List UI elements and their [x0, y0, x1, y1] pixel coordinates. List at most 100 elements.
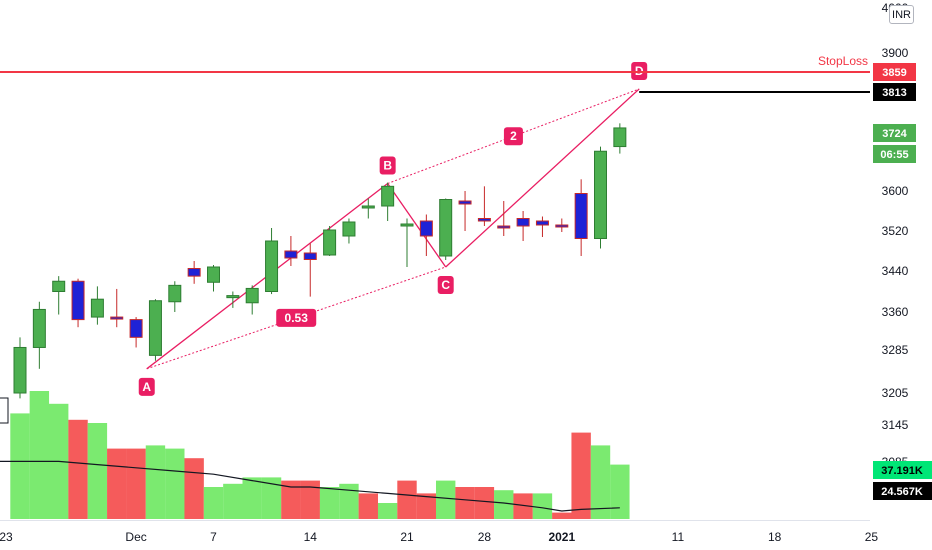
candle-body [148, 300, 162, 356]
candle [477, 186, 491, 226]
volume-tag-current-box [873, 461, 932, 479]
candle-body [419, 220, 433, 237]
point-label-text: B [383, 159, 392, 173]
candle [32, 301, 46, 369]
volume-bar [165, 448, 185, 519]
target-price-tag-text: 3813 [882, 87, 906, 99]
volume-bar [319, 487, 340, 519]
pattern-point-c[interactable]: C [437, 276, 454, 294]
volume-bar [184, 458, 204, 519]
bar-countdown-tag-box [873, 145, 916, 163]
pattern-ratio-label[interactable]: 0.53 [276, 308, 317, 327]
candle [148, 299, 162, 361]
price-tick-label: 3440 [882, 264, 909, 278]
candle [265, 228, 279, 295]
point-label-text: C [441, 278, 450, 292]
volume-bar [29, 391, 50, 519]
price-tick-label: 3900 [882, 46, 909, 60]
candle-body [535, 220, 549, 226]
volume-bar [203, 487, 224, 519]
ratio-label-box [276, 308, 317, 327]
candle-body [207, 266, 220, 283]
target-price-tag-box [873, 83, 916, 101]
candle [284, 236, 298, 266]
price-tick-label: 3600 [882, 184, 909, 198]
candle-body [187, 268, 201, 277]
time-axis[interactable]: 23 Dec 7 14 21 28 2021 11 18 25 [0, 520, 879, 545]
candle [129, 317, 143, 348]
stop-loss-price-tag: 3859 [873, 63, 916, 81]
pattern-point-a[interactable]: A [138, 377, 155, 396]
candle [381, 182, 395, 221]
volume-bar [552, 512, 572, 519]
volume-bar-partial [0, 397, 9, 424]
pattern-point-b[interactable]: B [379, 156, 396, 175]
point-label-box [138, 377, 155, 396]
time-tick-label: 25 [865, 530, 879, 544]
candle-body [439, 199, 453, 257]
horizontal-lines[interactable]: StopLoss [0, 54, 870, 93]
candle [400, 218, 414, 267]
time-tick-label: 7 [210, 530, 217, 544]
candle-body [265, 240, 279, 292]
candle [574, 179, 588, 256]
candle-body [32, 308, 46, 348]
candle [516, 211, 530, 241]
pattern-leg-BC[interactable] [387, 183, 447, 268]
point-label-text: A [142, 380, 151, 394]
volume-tag-ma-text: 24.567K [881, 486, 923, 498]
volume-bar [532, 493, 553, 519]
candle [555, 218, 569, 232]
volume-bar [610, 464, 630, 519]
bar-countdown-tag: 06:55 [873, 145, 916, 163]
candle-body [110, 316, 124, 320]
candle [52, 276, 66, 315]
volume-bar [261, 477, 282, 519]
candlestick-series [13, 123, 627, 399]
volume-tag-ma: 24.567K [873, 482, 932, 500]
time-tick-label: 2021 [548, 530, 575, 544]
ratio-label-text: 0.53 [285, 311, 309, 325]
candle [110, 288, 124, 328]
abcd-pattern-drawing[interactable]: 0.53 2 A B C D [138, 61, 648, 396]
point-label-box [631, 61, 648, 80]
point-label-text: D [635, 64, 644, 78]
candle [497, 201, 511, 236]
candle [245, 285, 259, 315]
candle-body [574, 193, 588, 239]
time-tick-label: 11 [672, 530, 685, 544]
candle [187, 261, 201, 284]
time-tick-label: 21 [400, 530, 414, 544]
volume-bar [300, 480, 320, 519]
volume-bar [455, 487, 475, 519]
candle-body [342, 221, 356, 237]
candle-body [477, 218, 491, 222]
candle [323, 226, 337, 256]
stop-loss-price-tag-box [873, 63, 916, 81]
price-axis[interactable]: 4000390036003520344033603285320531453085… [873, 1, 932, 500]
candle-body [303, 252, 317, 260]
price-tick-label: 3285 [882, 343, 909, 357]
volume-bar [107, 448, 127, 519]
ratio-label-text: 2 [510, 129, 517, 143]
candle [594, 146, 607, 249]
volume-bar [358, 493, 378, 519]
pattern-leg-CD[interactable] [445, 88, 640, 268]
candle-body [400, 223, 414, 227]
last-price-tag: 3724 [873, 124, 916, 142]
volume-bar [126, 448, 146, 519]
candle-body [168, 284, 182, 303]
candle-body [323, 229, 337, 256]
currency-button[interactable]: INR [889, 5, 914, 24]
pattern-ratio-line-BD[interactable] [387, 88, 640, 184]
bar-countdown-tag-text: 06:55 [880, 149, 908, 161]
candle-body [594, 150, 607, 239]
candle [361, 198, 375, 219]
candle-body [497, 225, 511, 229]
pattern-ratio-label[interactable]: 2 [503, 127, 523, 146]
time-tick-label: 28 [478, 530, 492, 544]
pattern-point-d[interactable]: D [631, 61, 648, 80]
candle-body [284, 250, 298, 259]
volume-bar [397, 480, 417, 519]
